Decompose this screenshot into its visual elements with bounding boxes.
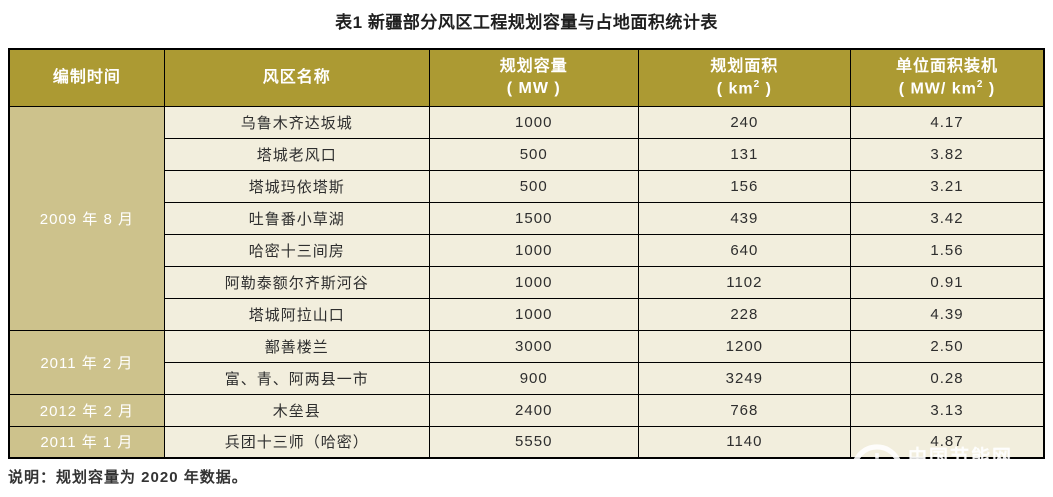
col-header-zone-name: 风区名称 [163, 48, 430, 107]
capacity-cell: 1000 [428, 105, 639, 139]
area-cell: 156 [637, 169, 851, 203]
table-row: 2012 年 2 月 木垒县 2400 768 3.13 [8, 393, 1045, 427]
capacity-cell: 3000 [428, 329, 639, 363]
col-header-area-unit: ( km2 ) [716, 78, 772, 97]
date-cell: 2011 年 2 月 [8, 329, 165, 395]
col-header-area: 规划面积 ( km2 ) [637, 48, 851, 107]
area-cell: 439 [637, 201, 851, 235]
table-row: 塔城老风口 500 131 3.82 [9, 137, 1045, 171]
zone-name-cell: 乌鲁木齐达坂城 [163, 105, 430, 139]
zone-name-cell: 吐鲁番小草湖 [163, 201, 430, 235]
zone-name-cell: 兵团十三师（哈密） [163, 425, 430, 459]
area-cell: 1200 [637, 329, 851, 363]
zone-name-cell: 富、青、阿两县一市 [163, 361, 430, 395]
table-row: 2009 年 8 月 乌鲁木齐达坂城 1000 240 4.17 [8, 105, 1045, 331]
density-cell: 4.39 [849, 297, 1045, 331]
zone-name-cell: 哈密十三间房 [163, 233, 430, 267]
col-header-date-label: 编制时间 [52, 68, 121, 86]
area-cell: 228 [637, 297, 851, 331]
area-cell: 1102 [637, 265, 851, 299]
table-row: 哈密十三间房 1000 640 1.56 [9, 233, 1045, 267]
zone-name-cell: 塔城阿拉山口 [163, 297, 430, 331]
capacity-cell: 1500 [428, 201, 639, 235]
table-row: 吐鲁番小草湖 1500 439 3.42 [9, 201, 1045, 235]
zone-name-cell: 鄯善楼兰 [163, 329, 430, 363]
capacity-cell: 1000 [428, 297, 639, 331]
col-header-density: 单位面积装机 ( MW/ km2 ) [849, 48, 1045, 107]
density-cell: 4.17 [849, 105, 1045, 139]
date-cell: 2009 年 8 月 [8, 105, 165, 331]
capacity-cell: 1000 [428, 233, 639, 267]
density-cell: 2.50 [849, 329, 1045, 363]
density-cell: 3.42 [849, 201, 1045, 235]
density-cell: 1.56 [849, 233, 1045, 267]
col-header-capacity-label: 规划容量 [499, 58, 568, 76]
date-cell: 2011 年 1 月 [8, 425, 165, 459]
capacity-cell: 1000 [428, 265, 639, 299]
zone-name-cell: 木垒县 [163, 393, 430, 427]
col-header-capacity: 规划容量 ( MW ) [428, 48, 639, 107]
area-cell: 768 [637, 393, 851, 427]
table-row: 2011 年 1 月 兵团十三师（哈密） 5550 1140 4.87 [8, 425, 1045, 459]
col-header-date: 编制时间 [8, 48, 165, 107]
density-cell: 3.82 [849, 137, 1045, 171]
capacity-cell: 500 [428, 169, 639, 203]
header-row: 编制时间 风区名称 规划容量 ( MW ) 规划面积 ( km2 ) 单位面积装… [8, 48, 1045, 107]
page-title: 表1 新疆部分风区工程规划容量与占地面积统计表 [335, 13, 718, 32]
capacity-cell: 2400 [428, 393, 639, 427]
zone-name-cell: 塔城老风口 [163, 137, 430, 171]
table-row: 塔城玛依塔斯 500 156 3.21 [9, 169, 1045, 203]
table-row: 阿勒泰额尔齐斯河谷 1000 1102 0.91 [9, 265, 1045, 299]
density-cell: 0.91 [849, 265, 1045, 299]
zone-name-cell: 阿勒泰额尔齐斯河谷 [163, 265, 430, 299]
density-cell: 3.13 [849, 393, 1045, 427]
area-cell: 240 [637, 105, 851, 139]
capacity-cell: 900 [428, 361, 639, 395]
capacity-cell: 500 [428, 137, 639, 171]
col-header-zone-name-label: 风区名称 [262, 68, 331, 86]
col-header-area-label: 规划面积 [710, 57, 779, 75]
area-cell: 640 [637, 233, 851, 267]
wind-zone-stats-table: 编制时间 风区名称 规划容量 ( MW ) 规划面积 ( km2 ) 单位面积装… [8, 48, 1045, 459]
density-cell: 4.87 [849, 425, 1045, 459]
zone-name-cell: 塔城玛依塔斯 [163, 169, 430, 203]
col-header-density-unit: ( MW/ km2 ) [898, 78, 996, 97]
area-cell: 1140 [637, 425, 851, 459]
table-row: 塔城阿拉山口 1000 228 4.39 [9, 297, 1045, 331]
density-cell: 0.28 [849, 361, 1045, 395]
table-row: 富、青、阿两县一市 900 3249 0.28 [9, 361, 1045, 395]
density-cell: 3.21 [849, 169, 1045, 203]
col-header-capacity-unit: ( MW ) [506, 79, 561, 97]
date-cell: 2012 年 2 月 [8, 393, 165, 427]
area-cell: 131 [637, 137, 851, 171]
table-note: 说明：规划容量为 2020 年数据。 [8, 469, 248, 486]
col-header-density-label: 单位面积装机 [895, 57, 998, 75]
table-row: 2011 年 2 月 鄯善楼兰 3000 1200 2.50 [8, 329, 1045, 395]
area-cell: 3249 [637, 361, 851, 395]
capacity-cell: 5550 [428, 425, 639, 459]
